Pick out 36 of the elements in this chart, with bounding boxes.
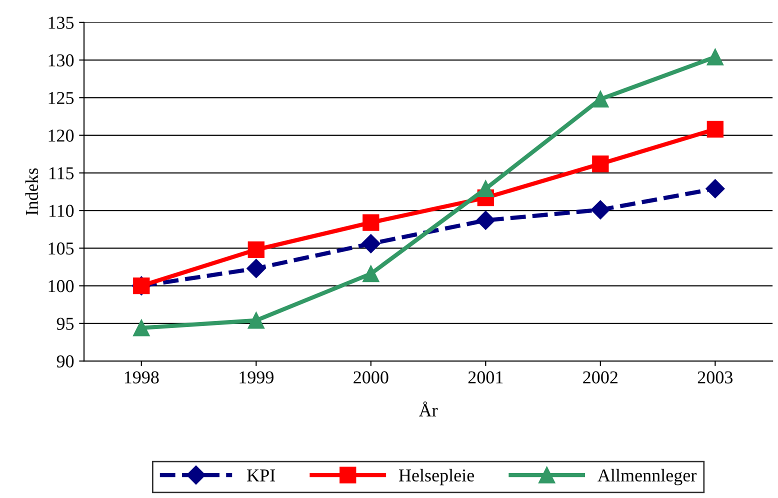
point — [361, 234, 380, 254]
point — [248, 241, 264, 258]
legend-label: Helsepleie — [398, 468, 474, 486]
point — [592, 156, 609, 172]
y-tick-label: 115 — [49, 167, 74, 180]
y-axis-title: Indeks — [25, 168, 38, 216]
x-tick-label: 2001 — [468, 371, 503, 384]
x-tick-label: 2000 — [354, 371, 388, 384]
x-tick-label: 2003 — [698, 371, 733, 384]
point — [362, 214, 380, 231]
point — [248, 312, 264, 329]
y-tick-label: 100 — [48, 280, 74, 292]
x-tick-label: 1998 — [124, 371, 159, 384]
y-tick-label: 130 — [48, 54, 74, 66]
point — [706, 48, 724, 66]
x-tick-label: 2002 — [583, 371, 618, 384]
point — [590, 200, 610, 220]
point — [476, 210, 496, 230]
point — [133, 320, 150, 336]
point — [477, 180, 494, 198]
y-tick-label: 125 — [48, 92, 74, 104]
point — [592, 90, 609, 108]
y-tick-label: 120 — [48, 130, 74, 142]
x-axis-title: År — [418, 401, 438, 416]
y-tick-label: 95 — [56, 318, 74, 330]
y-tick-label: 135 — [48, 16, 74, 29]
legend-label: Allmennleger — [598, 468, 697, 486]
y-tick-label: 90 — [56, 355, 74, 368]
y-tick-label: 110 — [49, 204, 74, 217]
y-tick-label: 105 — [48, 242, 74, 255]
point — [362, 265, 380, 282]
point — [246, 258, 266, 278]
point — [706, 120, 724, 138]
legend-label: KPI — [247, 470, 276, 482]
x-tick-label: 1999 — [240, 371, 274, 384]
point — [706, 179, 725, 198]
